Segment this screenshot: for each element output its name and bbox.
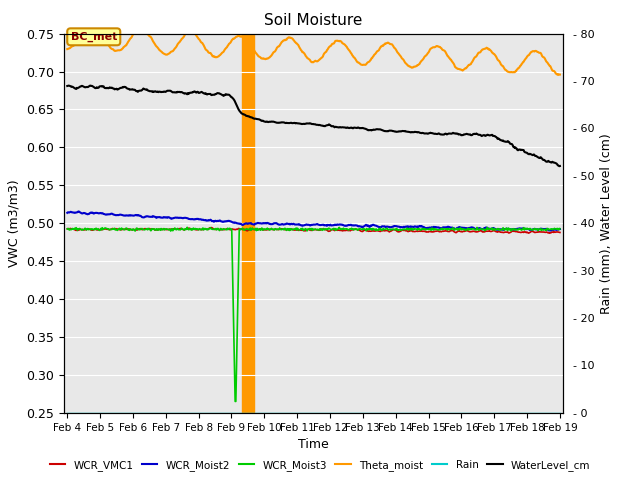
X-axis label: Time: Time — [298, 438, 329, 451]
Bar — [242, 34, 253, 413]
Title: Soil Moisture: Soil Moisture — [264, 13, 363, 28]
Y-axis label: VWC (m3/m3): VWC (m3/m3) — [8, 180, 20, 267]
Legend: WCR_VMC1, WCR_Moist2, WCR_Moist3, Theta_moist, Rain, WaterLevel_cm: WCR_VMC1, WCR_Moist2, WCR_Moist3, Theta_… — [45, 456, 595, 475]
Y-axis label: Rain (mm), Water Level (cm): Rain (mm), Water Level (cm) — [600, 133, 613, 313]
Text: BC_met: BC_met — [70, 32, 117, 42]
